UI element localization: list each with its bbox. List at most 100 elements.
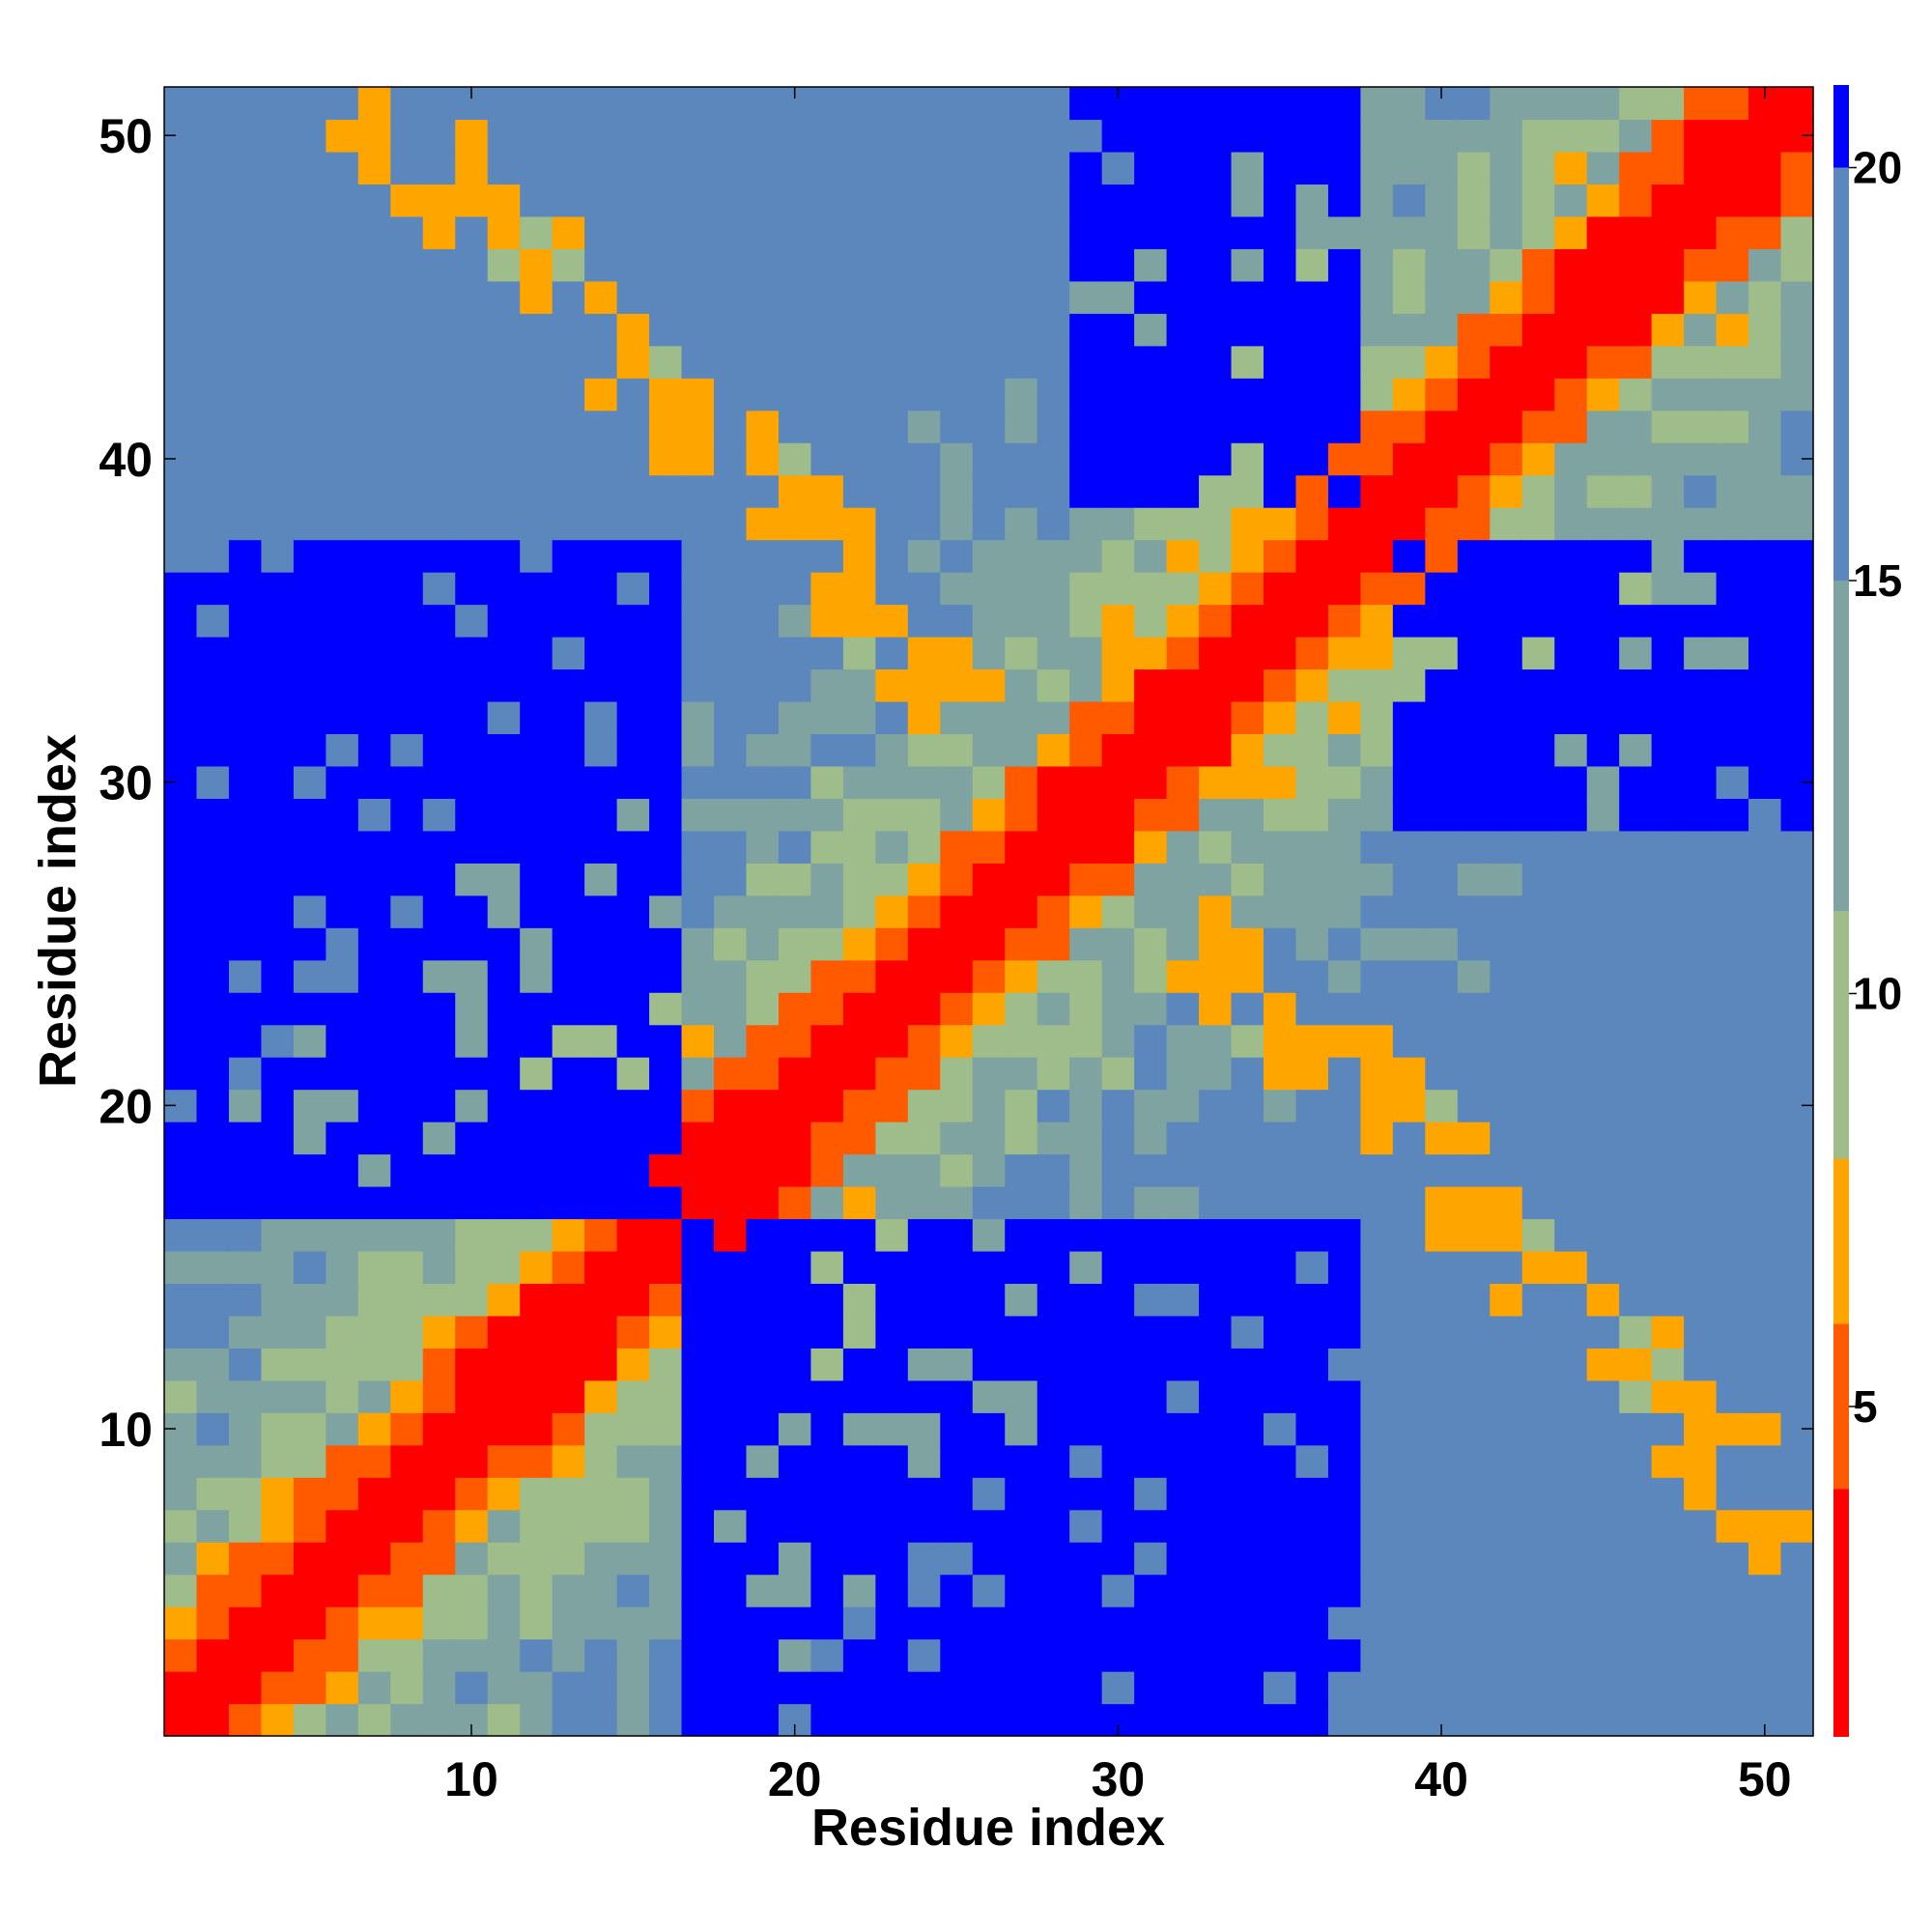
heatmap-cell (422, 1574, 456, 1607)
heatmap-cell (422, 700, 456, 735)
heatmap-cell (164, 895, 198, 928)
heatmap-cell (390, 1542, 424, 1576)
heatmap-cell (455, 539, 489, 573)
heatmap-cell (778, 248, 812, 282)
heatmap-cell (1521, 992, 1555, 1026)
heatmap-cell (1716, 313, 1749, 347)
heatmap-cell (681, 830, 715, 864)
heatmap-cell (875, 863, 909, 896)
heatmap-cell (1360, 733, 1394, 767)
heatmap-cell (422, 184, 456, 217)
heatmap-cell (649, 765, 683, 799)
heatmap-cell (778, 1509, 812, 1543)
heatmap-cell (1780, 1509, 1814, 1543)
heatmap-cell (520, 1509, 554, 1543)
heatmap-cell (1651, 87, 1685, 121)
heatmap-cell (1231, 1638, 1264, 1672)
heatmap-cell (1425, 378, 1459, 412)
heatmap-cell (422, 863, 456, 896)
heatmap-cell (1360, 1542, 1394, 1576)
heatmap-cell (228, 119, 263, 153)
heatmap-cell (1166, 119, 1200, 153)
heatmap-cell (778, 1186, 812, 1220)
heatmap-cell (1069, 539, 1103, 573)
heatmap-cell (1651, 507, 1685, 541)
heatmap-cell (1490, 1250, 1523, 1285)
heatmap-cell (1037, 1024, 1070, 1058)
heatmap-cell (520, 1671, 554, 1705)
heatmap-cell (1231, 1250, 1264, 1285)
heatmap-cell (714, 313, 748, 347)
heatmap-cell (875, 1122, 909, 1155)
heatmap-cell (1554, 1283, 1588, 1317)
heatmap-cell (1134, 1379, 1168, 1413)
heatmap-cell (1069, 474, 1103, 508)
heatmap-cell (228, 798, 263, 832)
heatmap-cell (1619, 1606, 1653, 1640)
heatmap-cell (1037, 1218, 1070, 1252)
heatmap-cell (520, 1477, 554, 1511)
heatmap-cell (940, 1542, 974, 1576)
heatmap-cell (196, 87, 230, 121)
heatmap-cell (1586, 1250, 1620, 1285)
heatmap-cell (487, 1703, 521, 1737)
heatmap-cell (940, 1283, 974, 1317)
heatmap-cell (552, 1703, 585, 1737)
heatmap-cell (1521, 604, 1555, 638)
heatmap-cell (1392, 992, 1426, 1026)
heatmap-cell (1360, 1412, 1394, 1446)
heatmap-cell (681, 378, 715, 412)
heatmap-cell (1037, 798, 1070, 832)
heatmap-cell (875, 1703, 909, 1737)
heatmap-cell (1554, 507, 1588, 541)
heatmap-cell (1457, 1024, 1491, 1058)
heatmap-cell (196, 1542, 230, 1576)
heatmap-cell (1005, 1671, 1038, 1705)
heatmap-cell (1360, 410, 1394, 443)
heatmap-cell (455, 1218, 489, 1252)
heatmap-cell (681, 507, 715, 541)
heatmap-cell (714, 1348, 748, 1381)
heatmap-cell (1684, 119, 1718, 153)
heatmap-cell (520, 1153, 554, 1187)
heatmap-cell (940, 637, 974, 670)
heatmap-cell (1521, 1218, 1555, 1252)
heatmap-cell (1166, 1671, 1200, 1705)
heatmap-cell (422, 313, 456, 347)
heatmap-cell (940, 87, 974, 121)
heatmap-cell (422, 410, 456, 443)
heatmap-cell (1199, 184, 1233, 217)
heatmap-cell (1651, 151, 1685, 185)
heatmap-cell (261, 248, 295, 282)
heatmap-cell (584, 1606, 618, 1640)
heatmap-cell (487, 863, 521, 896)
heatmap-cell (681, 1671, 715, 1705)
heatmap-cell (810, 927, 844, 961)
heatmap-cell (616, 1283, 650, 1317)
heatmap-cell (1554, 1379, 1588, 1413)
heatmap-cell (357, 1057, 391, 1091)
heatmap-cell (778, 959, 812, 993)
heatmap-cell (1425, 1153, 1459, 1187)
heatmap-cell (1037, 410, 1070, 443)
heatmap-cell (1327, 604, 1362, 638)
heatmap-cell (1392, 1638, 1426, 1672)
heatmap-cell (520, 215, 554, 249)
heatmap-cell (1684, 1218, 1718, 1252)
heatmap-cell (520, 1250, 554, 1285)
heatmap-cell (1360, 604, 1394, 638)
heatmap-cell (293, 1122, 327, 1155)
heatmap-cell (520, 280, 554, 314)
heatmap-cell (972, 87, 1006, 121)
heatmap-cell (616, 1574, 650, 1607)
heatmap-cell (1521, 1089, 1555, 1122)
heatmap-cell (487, 151, 521, 185)
heatmap-cell (1037, 1186, 1070, 1220)
heatmap-cell (972, 798, 1006, 832)
heatmap-cell (326, 1574, 359, 1607)
heatmap-cell (487, 1218, 521, 1252)
heatmap-cell (164, 184, 198, 217)
heatmap-cell (455, 474, 489, 508)
heatmap-cell (1199, 604, 1233, 638)
heatmap-cell (1780, 959, 1814, 993)
